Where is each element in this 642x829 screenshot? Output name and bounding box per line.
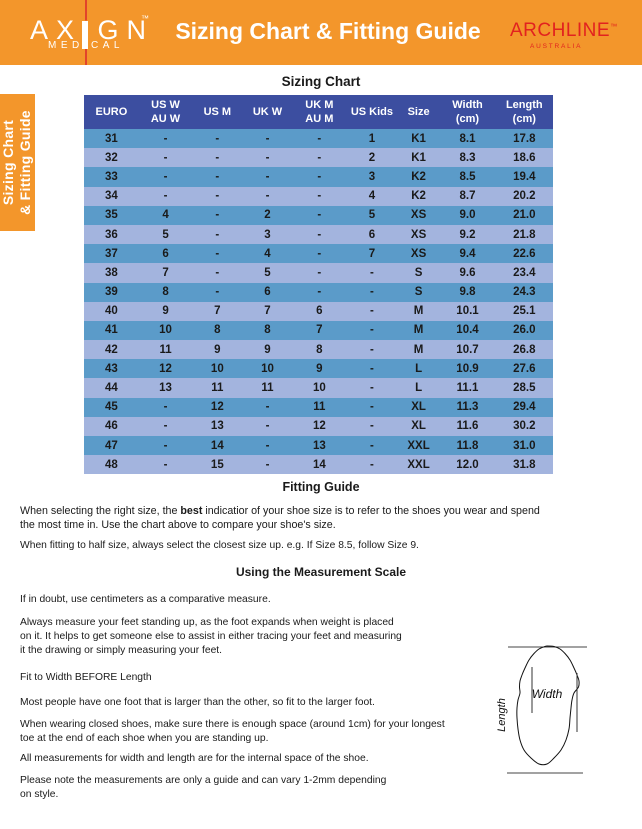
- svg-text:Width: Width: [532, 687, 563, 701]
- svg-text:Length: Length: [496, 698, 508, 732]
